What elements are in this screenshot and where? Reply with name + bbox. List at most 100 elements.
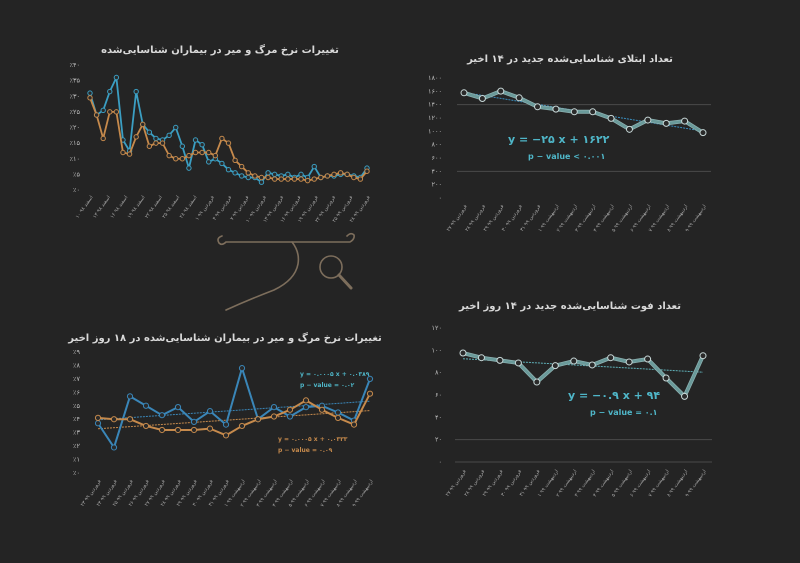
data-point — [644, 116, 652, 124]
y-tick-label: ۱۶۰۰ — [428, 87, 442, 95]
y-tick-label: ۱۲۰ — [432, 324, 442, 332]
y-tick-label: ٪۵ — [73, 170, 80, 178]
y-tick-label: ٪۰ — [73, 469, 80, 477]
data-point — [534, 103, 542, 111]
chart-title: تغییرات نرخ مرگ و میر در بیماران شناسایی… — [67, 331, 382, 344]
trend-equation-blue: y = ۰.۰۰۰۵ x + ۰.۰۳۸۹ — [300, 371, 370, 378]
data-point — [270, 404, 278, 411]
y-tick-label: ٪۱ — [73, 456, 80, 464]
data-point — [146, 143, 153, 149]
data-point — [551, 362, 559, 370]
data-point — [110, 444, 118, 451]
data-point — [166, 152, 172, 159]
trend-equation: y = −۰.۹ x + ۹۴ — [568, 389, 660, 402]
data-point — [206, 149, 212, 156]
data-point — [107, 109, 113, 115]
data-point — [286, 406, 294, 413]
data-point — [110, 416, 118, 423]
chart-title: تعداد ابتلای شناسایی‌شده جدید در ۱۴ اخیر — [466, 54, 673, 65]
data-point — [153, 135, 159, 142]
data-point — [140, 121, 146, 128]
data-point — [460, 89, 468, 97]
data-point — [533, 378, 541, 386]
y-tick-label: ۴۰۰ — [432, 167, 442, 175]
data-point — [357, 176, 364, 182]
data-point — [699, 129, 707, 137]
y-tick-label: ۰ — [439, 194, 443, 202]
data-point — [278, 176, 284, 182]
data-point — [625, 125, 633, 133]
data-point — [681, 117, 689, 125]
y-tick-label: ۶۰۰ — [432, 154, 442, 162]
y-tick-label: ۱۴۰۰ — [428, 101, 442, 109]
y-tick-label: ۲۰۰ — [432, 181, 442, 189]
data-point — [126, 416, 134, 423]
data-point — [173, 124, 179, 131]
data-point — [254, 416, 262, 423]
y-tick-label: ۰ — [439, 458, 443, 466]
data-point — [179, 143, 186, 149]
data-point — [265, 170, 271, 176]
data-point — [459, 349, 467, 357]
data-point — [699, 352, 707, 360]
data-point — [120, 149, 126, 156]
data-point — [94, 420, 102, 427]
y-tick-label: ٪۴ — [73, 415, 80, 423]
data-point — [477, 354, 485, 362]
data-point — [158, 426, 166, 434]
data-point — [212, 152, 219, 159]
data-point — [192, 137, 199, 143]
data-point — [133, 134, 139, 140]
data-point — [302, 404, 310, 411]
data-point — [142, 402, 150, 409]
data-point — [344, 171, 350, 178]
y-tick-label: ٪۵ — [73, 402, 80, 410]
data-point — [285, 171, 291, 178]
data-point — [265, 174, 271, 181]
data-point — [142, 422, 150, 430]
data-point — [644, 355, 652, 363]
data-point — [126, 393, 134, 400]
y-tick-label: ٪۳ — [73, 429, 80, 437]
data-point — [271, 176, 278, 182]
data-point — [478, 94, 486, 102]
data-point — [318, 406, 326, 413]
data-point — [331, 171, 337, 178]
data-point — [100, 107, 106, 114]
y-tick-label: ۱۸۰۰ — [428, 74, 442, 82]
data-point — [291, 176, 298, 182]
data-point — [206, 425, 214, 432]
y-tick-label: ٪۱۵ — [70, 139, 81, 147]
data-point — [232, 157, 238, 164]
y-tick-label: ۶۰ — [435, 391, 442, 399]
data-point — [199, 141, 205, 148]
y-tick-label: ۴۰ — [435, 413, 442, 421]
data-point — [158, 412, 166, 419]
data-point — [245, 174, 251, 181]
data-point — [285, 176, 291, 182]
data-point — [311, 163, 317, 170]
data-point — [190, 418, 198, 426]
data-point — [496, 356, 504, 364]
data-point — [334, 409, 342, 416]
data-point — [570, 357, 578, 365]
data-point — [238, 365, 246, 372]
y-tick-label: ٪۲ — [73, 442, 80, 450]
data-point — [186, 152, 192, 159]
data-point — [286, 413, 294, 420]
y-tick-label: ٪۷ — [73, 375, 80, 383]
data-point — [100, 135, 106, 142]
data-point — [334, 414, 342, 421]
data-point — [238, 173, 245, 179]
y-tick-label: ٪۱۰ — [70, 155, 80, 163]
data-point — [364, 168, 370, 174]
data-point — [298, 176, 304, 182]
y-tick-label: ۸۰ — [435, 369, 442, 377]
data-point — [318, 174, 324, 181]
data-point — [133, 88, 139, 95]
y-tick-label: ۱۰۰۰ — [428, 127, 442, 135]
data-point — [174, 404, 182, 411]
y-tick-label: ٪۸ — [73, 361, 80, 369]
data-point — [174, 426, 182, 434]
